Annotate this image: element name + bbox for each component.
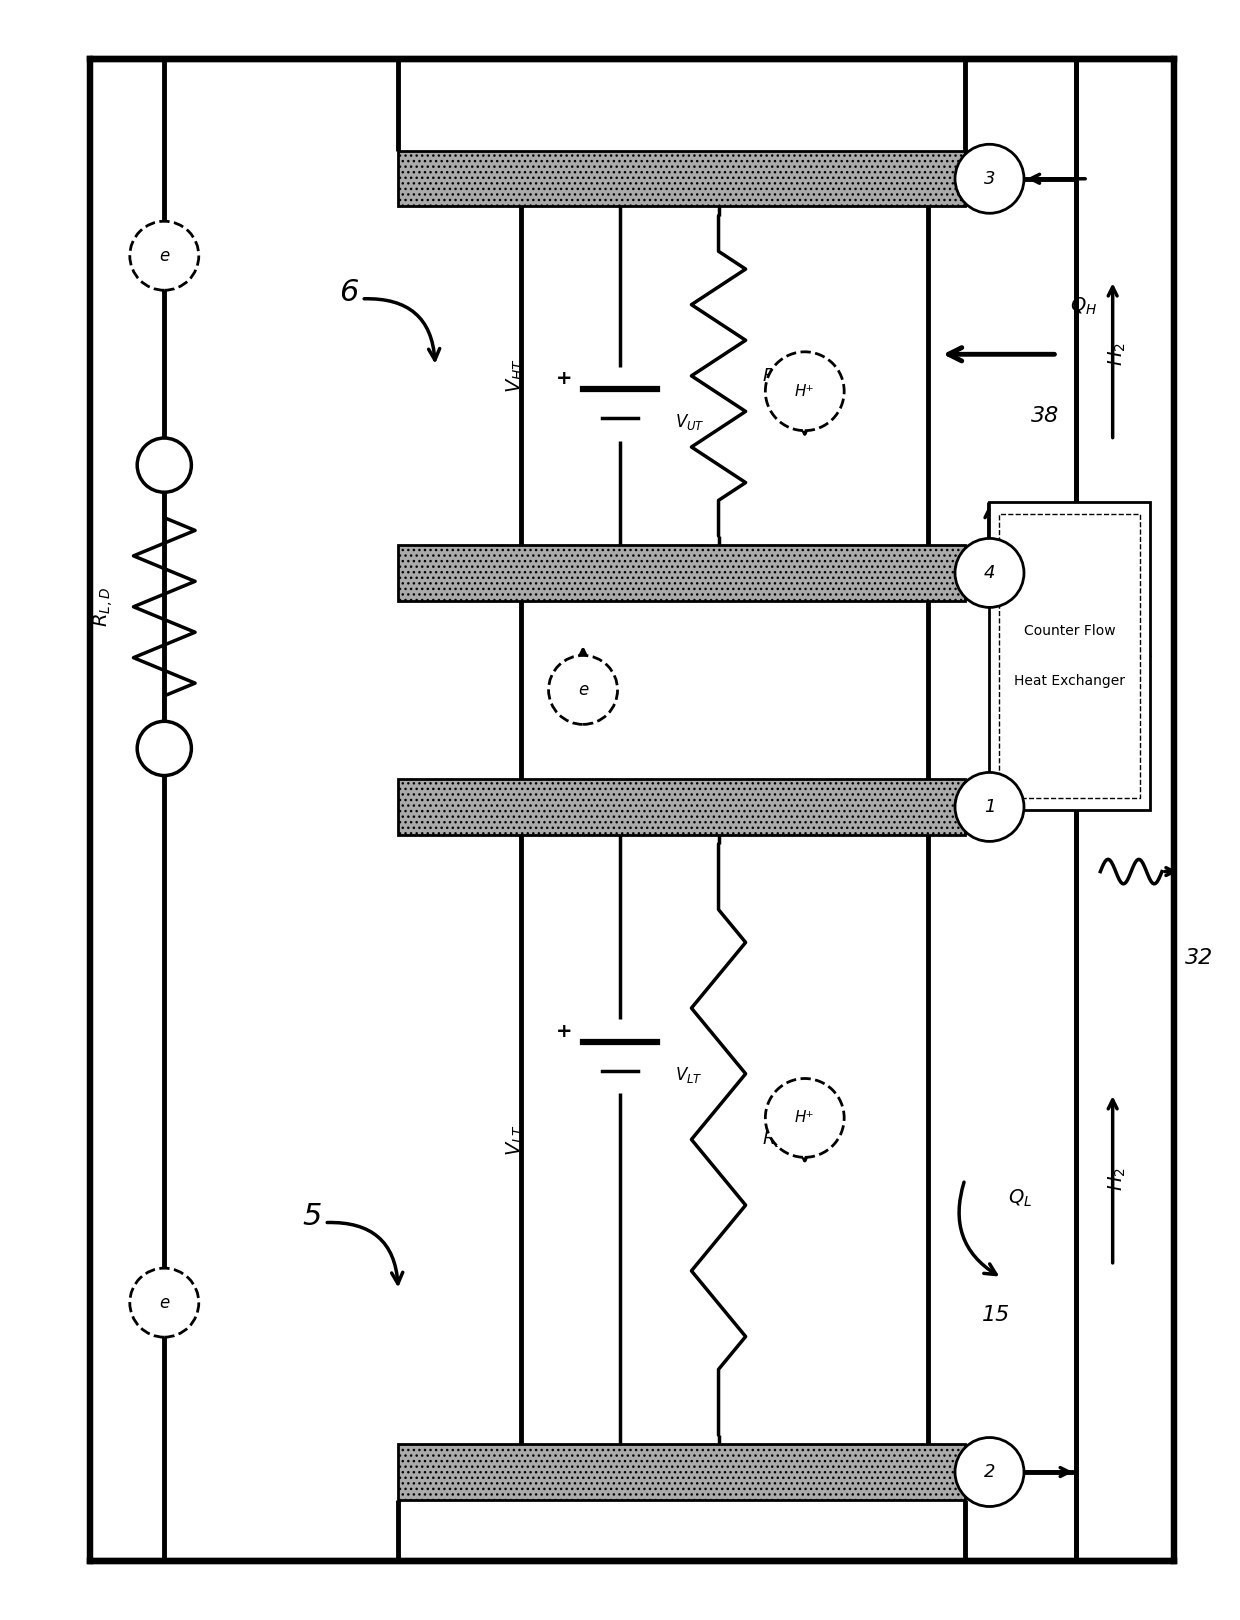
- Text: $H_2$: $H_2$: [1106, 342, 1128, 366]
- Text: 38: 38: [1030, 407, 1059, 426]
- Text: $Q_L$: $Q_L$: [1008, 1187, 1032, 1209]
- Text: $H_2$: $H_2$: [1106, 1168, 1128, 1191]
- Text: e: e: [578, 680, 588, 698]
- Text: 15: 15: [982, 1306, 1009, 1325]
- Text: 5: 5: [303, 1202, 321, 1231]
- Text: -: -: [170, 1283, 175, 1296]
- Circle shape: [955, 1437, 1024, 1507]
- Circle shape: [765, 352, 844, 431]
- Text: e: e: [159, 246, 170, 264]
- Text: e: e: [159, 1294, 170, 1312]
- Bar: [398, 779, 965, 834]
- Text: 2: 2: [983, 1463, 996, 1481]
- Circle shape: [138, 721, 191, 776]
- Text: $V_{HT}$: $V_{HT}$: [505, 358, 526, 394]
- Text: 32: 32: [1184, 948, 1213, 967]
- Circle shape: [130, 222, 198, 290]
- Text: 4: 4: [983, 564, 996, 582]
- Text: +: +: [557, 369, 573, 389]
- Text: $V_{LT}$: $V_{LT}$: [676, 1064, 703, 1085]
- Text: Heat Exchanger: Heat Exchanger: [1014, 674, 1125, 687]
- Text: 1: 1: [983, 799, 996, 816]
- Circle shape: [130, 1268, 198, 1336]
- Circle shape: [548, 656, 618, 724]
- Bar: [999, 515, 1140, 797]
- Text: $Q_H$: $Q_H$: [1070, 296, 1097, 318]
- Bar: [398, 1445, 965, 1500]
- Circle shape: [955, 144, 1024, 214]
- Text: Counter Flow: Counter Flow: [1024, 624, 1115, 638]
- Text: 6: 6: [340, 279, 358, 308]
- Circle shape: [955, 538, 1024, 608]
- Text: 3: 3: [983, 170, 996, 188]
- Text: $V_{UT}$: $V_{UT}$: [676, 411, 706, 433]
- Text: $R_{LT}$: $R_{LT}$: [761, 1129, 791, 1150]
- Text: H⁺: H⁺: [795, 1110, 815, 1126]
- Text: -: -: [589, 671, 594, 684]
- Text: $R_{HT}$: $R_{HT}$: [761, 366, 794, 386]
- Bar: [990, 502, 1149, 810]
- Bar: [398, 546, 965, 601]
- Text: H⁺: H⁺: [795, 384, 815, 399]
- Circle shape: [955, 773, 1024, 841]
- Text: $R_{L,D}$: $R_{L,D}$: [91, 586, 114, 627]
- Bar: [398, 151, 965, 206]
- Circle shape: [138, 437, 191, 492]
- Text: $V_{LT}$: $V_{LT}$: [505, 1123, 526, 1155]
- Circle shape: [765, 1079, 844, 1157]
- Text: -: -: [170, 237, 175, 249]
- Text: +: +: [557, 1022, 573, 1042]
